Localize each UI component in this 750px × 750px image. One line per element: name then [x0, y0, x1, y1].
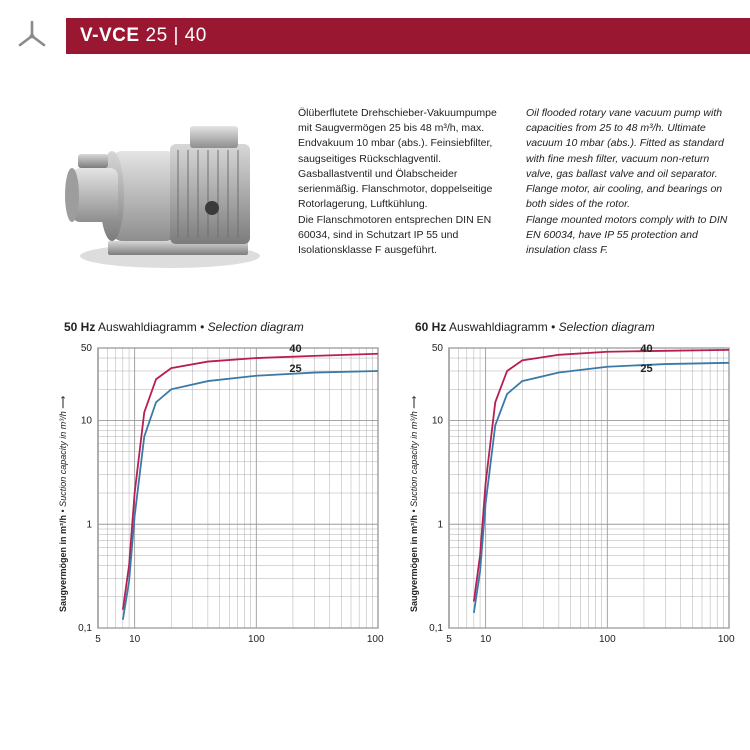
svg-text:1: 1	[86, 519, 92, 530]
svg-text:40: 40	[289, 343, 301, 355]
title-bar: V-VCE 25 | 40	[66, 18, 750, 54]
chart-60hz-svg: 0,1 1 10 50 5 10 100 1000 40 25	[415, 342, 735, 652]
charts-row: 50 Hz Auswahldiagramm • Selection diagra…	[0, 276, 750, 652]
brand-logo-icon	[14, 18, 50, 54]
header: V-VCE 25 | 40	[0, 0, 750, 54]
svg-text:10: 10	[81, 416, 93, 427]
chart-50hz-plot: Saugvermögen in m³/h • Suction capacity …	[64, 342, 381, 652]
svg-text:40: 40	[640, 343, 652, 355]
svg-text:10: 10	[480, 634, 492, 645]
description-columns: Ölüberflutete Drehschieber-Vakuumpumpe m…	[298, 106, 732, 276]
svg-text:10: 10	[432, 416, 444, 427]
chart-title-60hz: 60 Hz Auswahldiagramm • Selection diagra…	[415, 320, 732, 334]
model-suffix: 25 | 40	[146, 25, 207, 47]
top-content: Ölüberflutete Drehschieber-Vakuumpumpe m…	[0, 54, 750, 276]
description-de: Ölüberflutete Drehschieber-Vakuumpumpe m…	[298, 106, 504, 276]
svg-text:25: 25	[289, 363, 301, 375]
description-en: Oil flooded rotary vane vacuum pump with…	[526, 106, 732, 276]
svg-text:1000: 1000	[718, 634, 735, 645]
product-image	[60, 106, 280, 276]
svg-text:50: 50	[432, 343, 444, 354]
svg-text:5: 5	[95, 634, 101, 645]
chart-50hz: 50 Hz Auswahldiagramm • Selection diagra…	[64, 320, 381, 652]
svg-text:1000: 1000	[367, 634, 384, 645]
svg-text:100: 100	[599, 634, 616, 645]
svg-text:50: 50	[81, 343, 93, 354]
svg-text:100: 100	[248, 634, 265, 645]
svg-text:0,1: 0,1	[78, 623, 92, 634]
chart-title-50hz: 50 Hz Auswahldiagramm • Selection diagra…	[64, 320, 381, 334]
svg-text:0,1: 0,1	[429, 623, 443, 634]
chart-50hz-svg: 0,1 1 10 50 5 10 100 1000 40 25	[64, 342, 384, 652]
page: V-VCE 25 | 40	[0, 0, 750, 750]
svg-text:25: 25	[640, 363, 652, 375]
chart-60hz-plot: Saugvermögen in m³/h • Suction capacity …	[415, 342, 732, 652]
svg-text:10: 10	[129, 634, 141, 645]
svg-text:1: 1	[437, 519, 443, 530]
chart-60hz: 60 Hz Auswahldiagramm • Selection diagra…	[415, 320, 732, 652]
model-prefix: V-VCE	[80, 25, 140, 47]
svg-text:5: 5	[446, 634, 452, 645]
